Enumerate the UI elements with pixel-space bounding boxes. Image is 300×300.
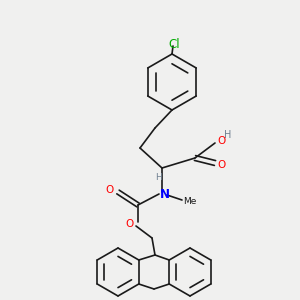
- Text: H: H: [154, 173, 161, 182]
- Text: O: O: [217, 160, 225, 170]
- Text: O: O: [106, 185, 114, 195]
- Text: H: H: [224, 130, 232, 140]
- Text: N: N: [160, 188, 170, 200]
- Text: Me: Me: [183, 196, 197, 206]
- Text: Cl: Cl: [168, 38, 180, 50]
- Text: O: O: [126, 219, 134, 229]
- Text: O: O: [217, 136, 225, 146]
